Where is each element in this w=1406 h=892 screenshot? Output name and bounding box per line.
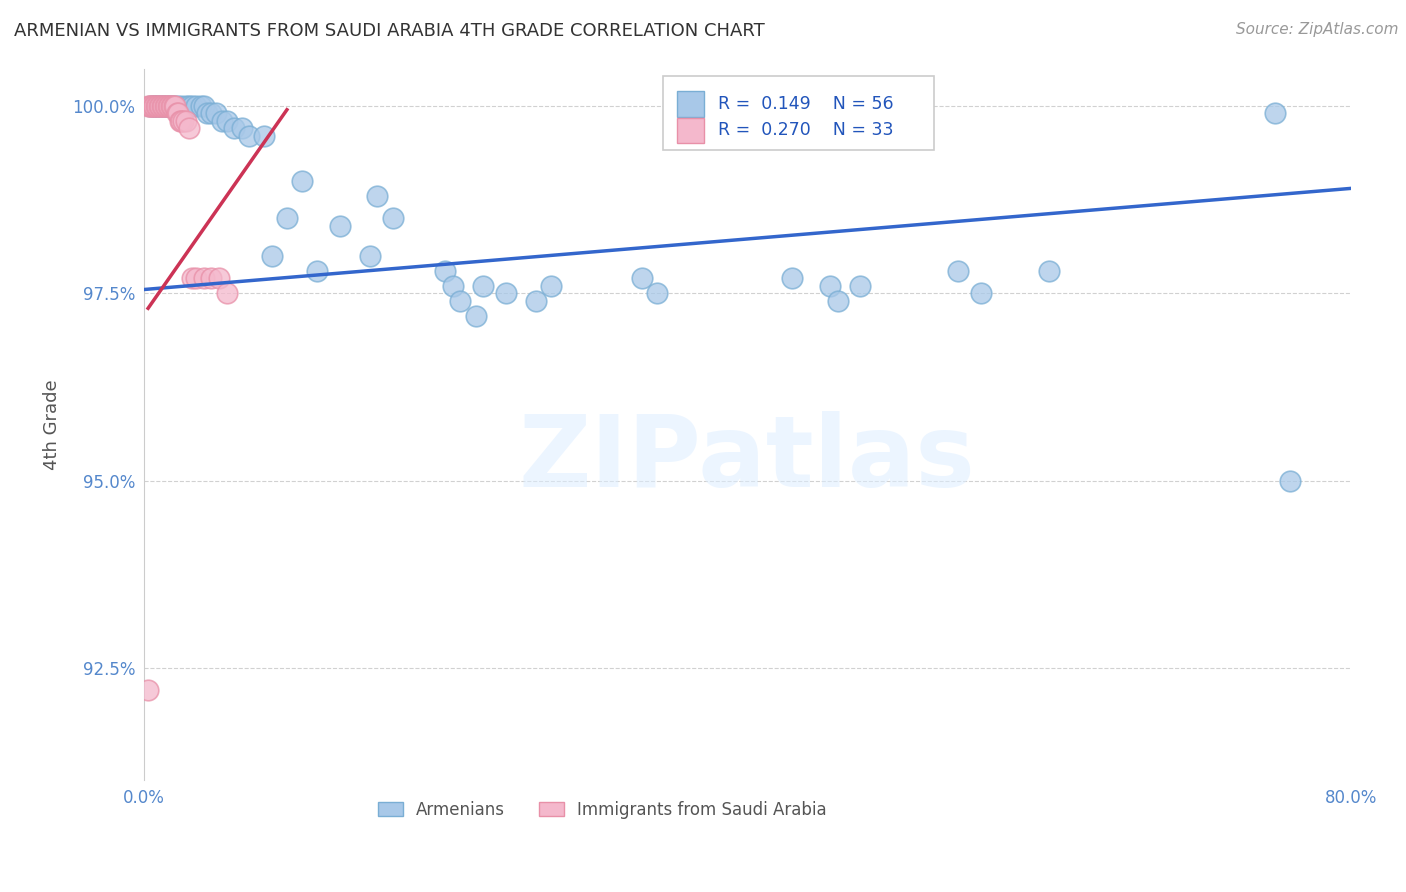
Point (276, 211, 298, 226)
Point (166, 99, 188, 113)
Point (180, 271, 202, 285)
Point (434, 264, 457, 278)
Point (827, 293, 849, 308)
Point (150, 99, 173, 113)
Point (148, 99, 170, 113)
Point (145, 99, 167, 113)
Point (136, 99, 159, 113)
Point (150, 99, 173, 113)
Text: R =  0.270    N = 33: R = 0.270 N = 33 (718, 121, 894, 139)
Point (260, 249, 283, 263)
FancyBboxPatch shape (662, 76, 934, 151)
Point (818, 278, 841, 293)
Point (163, 99, 186, 113)
Point (307, 264, 329, 278)
Point (169, 114, 191, 128)
Point (381, 211, 404, 226)
Text: Source: ZipAtlas.com: Source: ZipAtlas.com (1236, 22, 1399, 37)
Point (359, 249, 381, 263)
Text: ZIPatlas: ZIPatlas (519, 411, 976, 508)
Point (195, 106, 218, 120)
Point (231, 121, 253, 136)
Point (148, 99, 170, 113)
Point (215, 286, 238, 301)
Point (1038, 264, 1060, 278)
Point (145, 99, 167, 113)
Point (366, 189, 388, 203)
Point (464, 309, 486, 323)
Point (136, 683, 159, 698)
Point (162, 99, 184, 113)
Point (156, 99, 179, 113)
Point (138, 99, 160, 113)
Point (174, 114, 197, 128)
Point (441, 278, 464, 293)
Point (472, 278, 495, 293)
Point (449, 293, 471, 308)
Point (167, 106, 190, 120)
Point (215, 114, 238, 128)
Point (782, 271, 804, 285)
Point (155, 99, 177, 113)
Text: R =  0.149    N = 56: R = 0.149 N = 56 (718, 95, 894, 113)
Point (143, 99, 166, 113)
Point (193, 271, 215, 285)
Point (645, 286, 668, 301)
Point (170, 99, 193, 113)
Point (146, 99, 169, 113)
Point (142, 99, 165, 113)
Point (186, 271, 208, 285)
Text: ARMENIAN VS IMMIGRANTS FROM SAUDI ARABIA 4TH GRADE CORRELATION CHART: ARMENIAN VS IMMIGRANTS FROM SAUDI ARABIA… (14, 22, 765, 40)
Point (152, 99, 174, 113)
Point (159, 99, 181, 113)
Point (630, 271, 652, 285)
FancyBboxPatch shape (678, 91, 703, 117)
Point (142, 99, 165, 113)
Point (208, 271, 231, 285)
Point (174, 99, 197, 113)
Point (165, 99, 187, 113)
Point (190, 99, 212, 113)
Point (970, 286, 993, 301)
Point (849, 278, 872, 293)
Point (200, 106, 222, 120)
Legend: Armenians, Immigrants from Saudi Arabia: Armenians, Immigrants from Saudi Arabia (371, 794, 834, 825)
Point (180, 99, 202, 113)
Point (159, 99, 181, 113)
Point (948, 264, 970, 278)
Point (1279, 474, 1302, 488)
Point (193, 99, 215, 113)
Point (172, 114, 194, 128)
Point (224, 121, 246, 136)
Point (157, 99, 180, 113)
Point (495, 286, 517, 301)
Point (152, 99, 174, 113)
Point (238, 128, 260, 143)
Point (138, 99, 160, 113)
Point (540, 278, 562, 293)
Point (170, 114, 193, 128)
Point (146, 99, 169, 113)
Point (186, 99, 208, 113)
Point (211, 114, 233, 128)
Point (166, 106, 188, 120)
Point (205, 106, 228, 120)
Y-axis label: 4th Grade: 4th Grade (44, 379, 60, 470)
FancyBboxPatch shape (678, 118, 703, 144)
Point (143, 99, 166, 113)
Point (139, 99, 162, 113)
Point (177, 121, 200, 136)
Point (291, 174, 314, 188)
Point (329, 219, 352, 233)
Point (156, 99, 179, 113)
Point (253, 128, 276, 143)
Point (153, 99, 176, 113)
Point (177, 99, 200, 113)
Point (524, 293, 547, 308)
Point (149, 99, 172, 113)
Point (155, 99, 177, 113)
Point (1264, 106, 1286, 120)
Point (200, 271, 222, 285)
Point (163, 99, 186, 113)
